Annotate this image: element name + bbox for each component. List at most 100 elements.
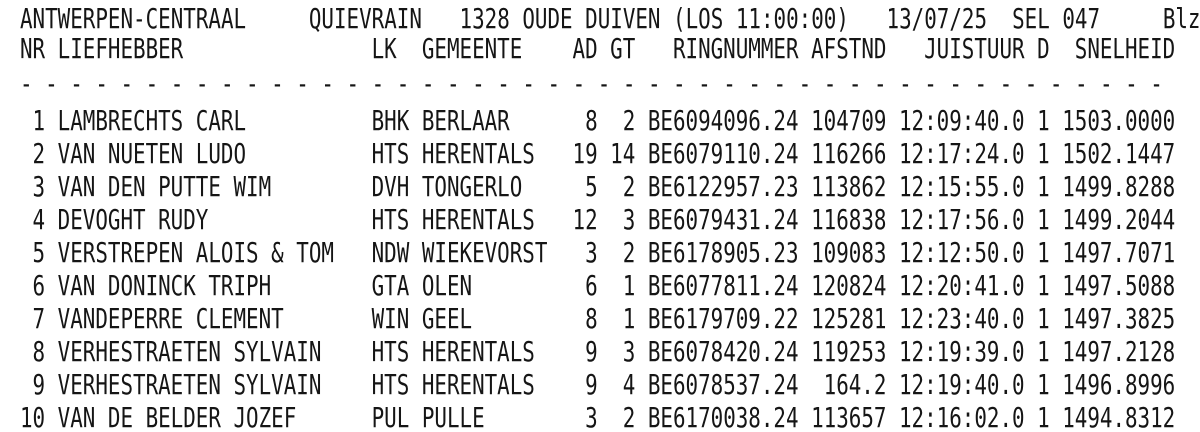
column-header-d: D: [1037, 32, 1050, 65]
table-row: 8 VERHESTRAETEN SYLVAIN HTS HERENTALS 9 3 BE60…: [20, 335, 1200, 368]
cell-ad: 19: [572, 137, 598, 170]
cell-d: 1: [1037, 236, 1050, 269]
cell-gemeente: HERENTALS: [421, 203, 535, 236]
cell-gt: 3: [622, 203, 636, 236]
cell-gemeente: TONGERLO: [421, 170, 523, 203]
table-row: 1 LAMBRECHTS CARL BHK BERLAAR 8 2 BE6094096.24…: [20, 104, 1200, 137]
cell-lk: GTA: [371, 269, 410, 302]
cell-afstnd: 120824: [811, 269, 887, 302]
cell-lk: HTS: [371, 335, 410, 368]
cell-afstnd: 113657: [811, 401, 887, 432]
cell-afstnd: 125281: [811, 302, 887, 335]
cell-d: 1: [1037, 269, 1050, 302]
cell-gemeente: OLEN: [421, 269, 473, 302]
cell-ad: 12: [572, 203, 598, 236]
cell-lk: HTS: [371, 203, 410, 236]
race-date: 13/07/25: [886, 2, 988, 35]
cell-nr: 10: [20, 401, 46, 432]
cell-snelheid: 1497.3825: [1062, 302, 1176, 335]
cell-afstnd: 119253: [811, 335, 887, 368]
cell-gemeente: WIEKEVORST: [421, 236, 548, 269]
cell-ad: 6: [585, 269, 598, 302]
table-row: 2 VAN NUETEN LUDO HTS HERENTALS 19 14 BE607911…: [20, 137, 1200, 170]
cell-ringnummer: BE6078420.24: [647, 335, 799, 368]
cell-liefhebber: LAMBRECHTS CARL: [57, 104, 247, 137]
cell-nr: 7: [32, 302, 46, 335]
cell-gt: 2: [622, 401, 636, 432]
cell-afstnd: 109083: [811, 236, 887, 269]
cell-snelheid: 1503.0000: [1062, 104, 1176, 137]
cell-lk: BHK: [371, 104, 410, 137]
report-header: ANTWERPEN-CENTRAAL QUIEVRAIN 1328 OUDE DUI…: [20, 4, 1200, 34]
cell-gemeente: HERENTALS: [421, 137, 535, 170]
column-header-liefhebber: LIEFHEBBER: [57, 32, 184, 65]
column-header-gemeente: GEMEENTE: [421, 32, 523, 65]
cell-ringnummer: BE6079110.24: [647, 137, 799, 170]
separator-line: - - - - - - - - - - - - - - - - - - - - …: [20, 64, 1200, 104]
cell-ringnummer: BE6077811.24: [647, 269, 799, 302]
cell-d: 1: [1037, 335, 1050, 368]
cell-ad: 8: [585, 302, 598, 335]
cell-liefhebber: DEVOGHT RUDY: [57, 203, 209, 236]
cell-lk: PUL: [371, 401, 410, 432]
cell-ad: 5: [585, 170, 598, 203]
cell-juistuur: 12:15:55.0: [898, 170, 1025, 203]
cell-d: 1: [1037, 401, 1050, 432]
separator-dashes: - - - - - - - - - - - - - - - - - - - - …: [20, 67, 1163, 100]
cell-lk: DVH: [371, 170, 410, 203]
cell-liefhebber: VERHESTRAETEN SYLVAIN: [57, 335, 322, 368]
cell-juistuur: 12:23:40.0: [898, 302, 1025, 335]
cell-lk: HTS: [371, 368, 410, 401]
cell-nr: 5: [32, 236, 46, 269]
cell-afstnd: 116838: [811, 203, 887, 236]
column-header-ringnummer: RINGNUMMER: [672, 32, 799, 65]
cell-d: 1: [1037, 368, 1050, 401]
cell-juistuur: 12:20:41.0: [898, 269, 1025, 302]
table-row: 6 VAN DONINCK TRIPH GTA OLEN 6 1 BE6077811.24 1…: [20, 269, 1200, 302]
race-location: ANTWERPEN-CENTRAAL: [20, 2, 247, 35]
column-header-snelheid: SNELHEID: [1074, 32, 1176, 65]
cell-nr: 8: [32, 335, 46, 368]
cell-snelheid: 1497.5088: [1062, 269, 1176, 302]
cell-snelheid: 1499.8288: [1062, 170, 1176, 203]
cell-gt: 14: [610, 137, 636, 170]
cell-juistuur: 12:17:24.0: [898, 137, 1025, 170]
column-header-ad: AD: [572, 32, 598, 65]
cell-d: 1: [1037, 137, 1050, 170]
column-header-lk: LK: [371, 32, 397, 65]
cell-ringnummer: BE6178905.23: [647, 236, 799, 269]
cell-liefhebber: VANDEPERRE CLEMENT: [57, 302, 284, 335]
cell-juistuur: 12:19:40.0: [898, 368, 1025, 401]
cell-gemeente: BERLAAR: [421, 104, 510, 137]
cell-lk: HTS: [371, 137, 410, 170]
cell-gemeente: HERENTALS: [421, 335, 535, 368]
cell-gt: 2: [622, 170, 636, 203]
cell-gemeente: HERENTALS: [421, 368, 535, 401]
release-site: QUIEVRAIN: [308, 2, 422, 35]
cell-juistuur: 12:17:56.0: [898, 203, 1025, 236]
cell-ringnummer: BE6094096.24: [647, 104, 799, 137]
page-label: Blz: [1162, 2, 1200, 35]
cell-gemeente: GEEL: [421, 302, 473, 335]
table-row: 3 VAN DEN PUTTE WIM DVH TONGERLO 5 2 BE6122957…: [20, 170, 1200, 203]
cell-ringnummer: BE6179709.22: [647, 302, 799, 335]
table-row: 9 VERHESTRAETEN SYLVAIN HTS HERENTALS 9 4 BE60…: [20, 368, 1200, 401]
cell-gt: 1: [622, 269, 636, 302]
cell-lk: NDW: [371, 236, 410, 269]
cell-nr: 9: [32, 368, 46, 401]
cell-d: 1: [1037, 104, 1050, 137]
cell-d: 1: [1037, 203, 1050, 236]
table-row: 7 VANDEPERRE CLEMENT WIN GEEL 8 1 BE6179709.22…: [20, 302, 1200, 335]
birds-release-info: 1328 OUDE DUIVEN (LOS 11:00:00): [459, 2, 849, 35]
cell-nr: 1: [32, 104, 46, 137]
cell-snelheid: 1499.2044: [1062, 203, 1176, 236]
cell-liefhebber: VERHESTRAETEN SYLVAIN: [57, 368, 322, 401]
cell-snelheid: 1502.1447: [1062, 137, 1176, 170]
cell-ad: 8: [585, 104, 598, 137]
column-header-gt: GT: [610, 32, 636, 65]
cell-liefhebber: VAN DEN PUTTE WIM: [57, 170, 272, 203]
table-row: 5 VERSTREPEN ALOIS & TOM NDW WIEKEVORST 3 2 BE…: [20, 236, 1200, 269]
cell-ad: 9: [585, 335, 598, 368]
cell-gt: 1: [622, 302, 636, 335]
cell-liefhebber: VAN DONINCK TRIPH: [57, 269, 272, 302]
